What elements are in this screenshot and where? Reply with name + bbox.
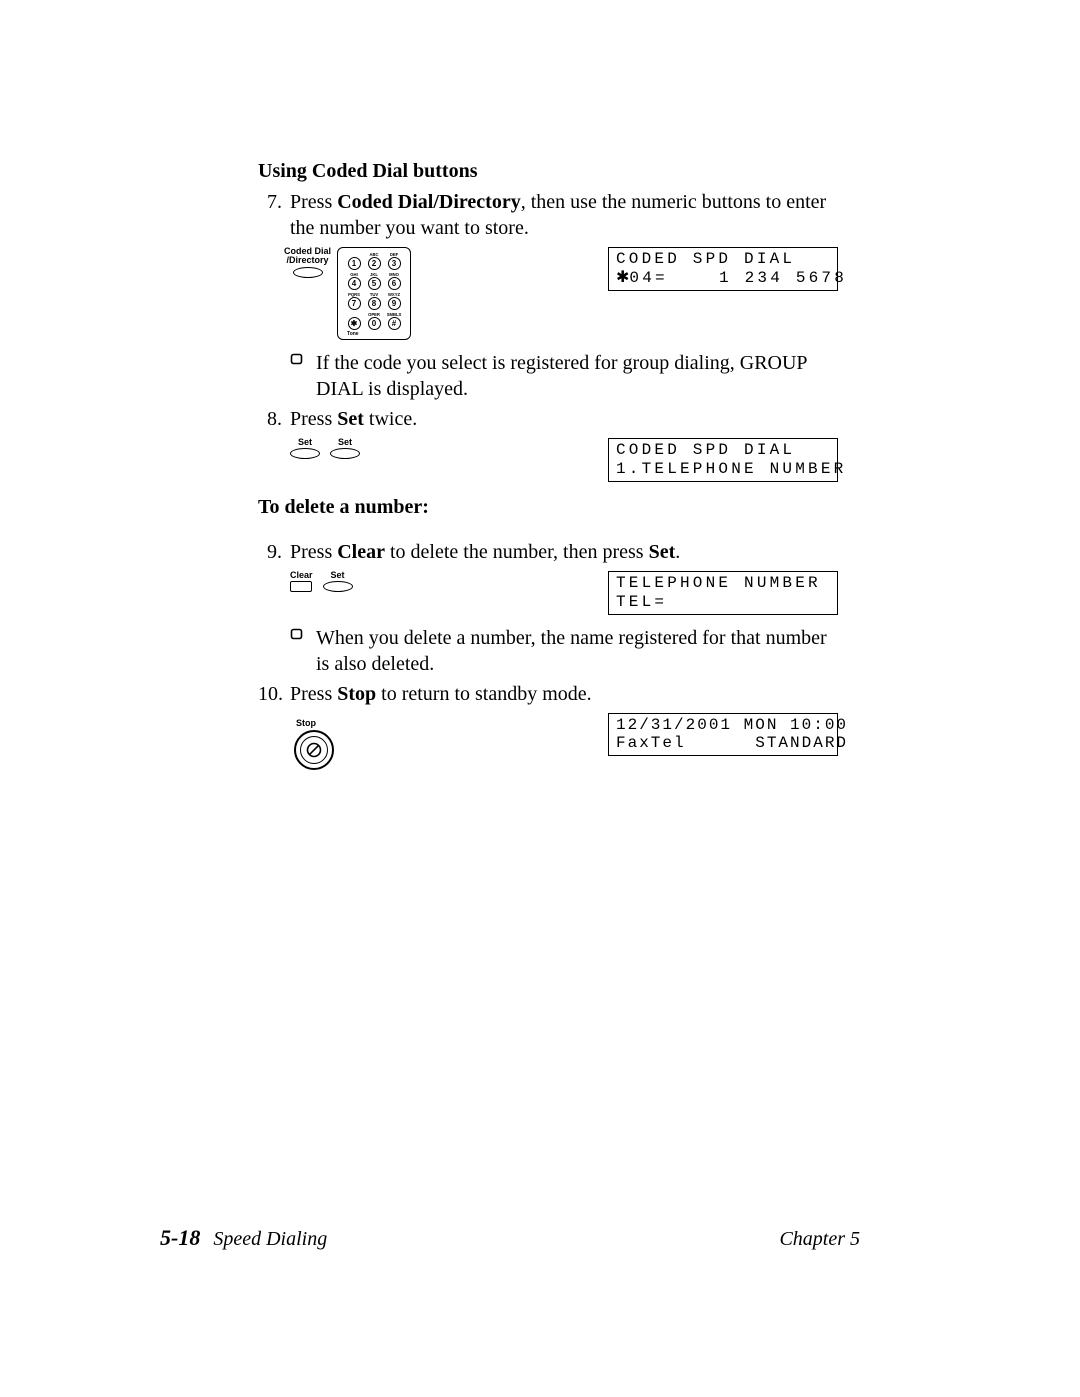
stop-glyph-icon bbox=[305, 741, 323, 759]
step-9-graphics: Clear Set TELEPHONE NUMBER TEL= bbox=[258, 571, 838, 615]
key-digit: 8 bbox=[368, 297, 381, 310]
step-7-note: If the code you select is registered for… bbox=[290, 350, 838, 402]
bold-text: Clear bbox=[337, 541, 385, 563]
page-number: 5-18 bbox=[160, 1225, 200, 1250]
key-digit: 0 bbox=[368, 317, 381, 330]
keypad-key: DEF3 bbox=[384, 252, 404, 272]
step-body: Press Stop to return to standby mode. bbox=[290, 681, 838, 707]
keypad-key: GHI4 bbox=[344, 272, 364, 292]
step-10: 10. Press Stop to return to standby mode… bbox=[258, 681, 838, 707]
clear-button-icon bbox=[290, 581, 312, 592]
heading-to-delete: To delete a number: bbox=[258, 496, 838, 519]
key-digit: 6 bbox=[388, 277, 401, 290]
lcd-display: 12/31/2001 MON 10:00 FaxTel STANDARD bbox=[608, 713, 838, 757]
stop-button-inner-icon bbox=[300, 736, 328, 764]
set-button-icon bbox=[323, 581, 353, 592]
lcd-display: CODED SPD DIAL ✱04= 1 234 5678 bbox=[608, 247, 838, 291]
keypad-key: ✱ bbox=[344, 312, 364, 332]
coded-dial-keypad-graphic: Coded Dial /Directory 1ABC2DEF3GHI4JKL5M… bbox=[258, 247, 518, 340]
text: Press bbox=[290, 683, 337, 705]
keypad-key: 1 bbox=[344, 252, 364, 272]
key-digit: 4 bbox=[348, 277, 361, 290]
lcd-line: FaxTel STANDARD bbox=[616, 734, 848, 752]
set-buttons-graphic: Set Set bbox=[258, 438, 518, 459]
key-digit: 2 bbox=[368, 257, 381, 270]
button-label: Set bbox=[298, 438, 312, 447]
text: Press bbox=[290, 191, 337, 213]
page-footer: 5-18 Speed Dialing Chapter 5 bbox=[160, 1225, 860, 1251]
note-text: If the code you select is registered for… bbox=[316, 350, 838, 402]
bullet-icon bbox=[290, 625, 316, 641]
text: twice. bbox=[364, 408, 417, 430]
key-digit: # bbox=[388, 317, 401, 330]
bold-text: Set bbox=[337, 408, 364, 430]
text: . bbox=[675, 541, 680, 563]
heading-using-coded-dial: Using Coded Dial buttons bbox=[258, 160, 838, 183]
step-9-note: When you delete a number, the name regis… bbox=[290, 625, 838, 677]
text: to delete the number, then press bbox=[385, 541, 649, 563]
keypad-key: ABC2 bbox=[364, 252, 384, 272]
set-button-icon bbox=[330, 448, 360, 459]
lcd-line: TEL= bbox=[616, 593, 667, 611]
keypad-key: TUV8 bbox=[364, 292, 384, 312]
text: to return to standby mode. bbox=[376, 683, 592, 705]
bold-text: Stop bbox=[337, 683, 376, 705]
lcd-line: 12/31/2001 MON 10:00 bbox=[616, 716, 848, 734]
step-10-graphics: Stop 12/31/2001 MON 10:00 FaxTel STANDAR… bbox=[258, 713, 838, 770]
step-8: 8. Press Set twice. bbox=[258, 406, 838, 432]
lcd-display: CODED SPD DIAL 1.TELEPHONE NUMBER bbox=[608, 438, 838, 482]
coded-dial-button-icon bbox=[293, 267, 323, 278]
step-9: 9. Press Clear to delete the number, the… bbox=[258, 539, 838, 565]
section-title: Speed Dialing bbox=[213, 1228, 327, 1250]
key-digit: 3 bbox=[388, 257, 401, 270]
bold-text: Set bbox=[649, 541, 676, 563]
lcd-star-icon: ✱ bbox=[616, 269, 629, 286]
keypad-key: SMBLS# bbox=[384, 312, 404, 332]
keypad-key: PQRS7 bbox=[344, 292, 364, 312]
keypad-key: OPER0 bbox=[364, 312, 384, 332]
clear-set-buttons-graphic: Clear Set bbox=[258, 571, 518, 592]
key-digit: 9 bbox=[388, 297, 401, 310]
button-label: /Directory bbox=[286, 255, 328, 265]
step-number: 7. bbox=[258, 189, 290, 215]
key-digit: ✱ bbox=[348, 317, 361, 330]
button-label: Set bbox=[331, 571, 345, 580]
footer-left: 5-18 Speed Dialing bbox=[160, 1225, 327, 1251]
key-digit: 7 bbox=[348, 297, 361, 310]
page-content: Using Coded Dial buttons 7. Press Coded … bbox=[258, 160, 838, 780]
chapter-label: Chapter 5 bbox=[779, 1228, 860, 1251]
set-button-icon bbox=[290, 448, 320, 459]
lcd-line: 04= 1 234 5678 bbox=[629, 269, 847, 287]
step-7: 7. Press Coded Dial/Directory, then use … bbox=[258, 189, 838, 241]
key-digit: 1 bbox=[348, 257, 361, 270]
step-number: 8. bbox=[258, 406, 290, 432]
lcd-line: 1.TELEPHONE NUMBER bbox=[616, 460, 846, 478]
text: Press bbox=[290, 408, 337, 430]
lcd-display: TELEPHONE NUMBER TEL= bbox=[608, 571, 838, 615]
key-digit: 5 bbox=[368, 277, 381, 290]
bold-text: Coded Dial/Directory bbox=[337, 191, 521, 213]
numeric-keypad-icon: 1ABC2DEF3 GHI4JKL5MNO6 PQRS7TUV8WXYZ9 ✱OPER… bbox=[337, 247, 411, 340]
keypad-key: WXYZ9 bbox=[384, 292, 404, 312]
bullet-icon bbox=[290, 350, 316, 366]
keypad-key: JKL5 bbox=[364, 272, 384, 292]
stop-button-outer-icon bbox=[294, 730, 334, 770]
button-label: Set bbox=[338, 438, 352, 447]
note-text: When you delete a number, the name regis… bbox=[316, 625, 838, 677]
step-number: 10. bbox=[258, 681, 290, 707]
keypad-key: MNO6 bbox=[384, 272, 404, 292]
step-7-graphics: Coded Dial /Directory 1ABC2DEF3GHI4JKL5M… bbox=[258, 247, 838, 340]
lcd-line: CODED SPD DIAL bbox=[616, 441, 795, 459]
text: Press bbox=[290, 541, 337, 563]
stop-button-graphic: Stop bbox=[258, 719, 334, 770]
step-body: Press Clear to delete the number, then p… bbox=[290, 539, 838, 565]
step-body: Press Set twice. bbox=[290, 406, 838, 432]
button-label: Stop bbox=[294, 719, 316, 728]
lcd-line: TELEPHONE NUMBER bbox=[616, 574, 821, 592]
step-body: Press Coded Dial/Directory, then use the… bbox=[290, 189, 838, 241]
button-label: Clear bbox=[290, 571, 313, 580]
lcd-line: CODED SPD DIAL bbox=[616, 250, 795, 268]
step-number: 9. bbox=[258, 539, 290, 565]
step-8-graphics: Set Set CODED SPD DIAL 1.TELEPHONE NUMBE… bbox=[258, 438, 838, 482]
